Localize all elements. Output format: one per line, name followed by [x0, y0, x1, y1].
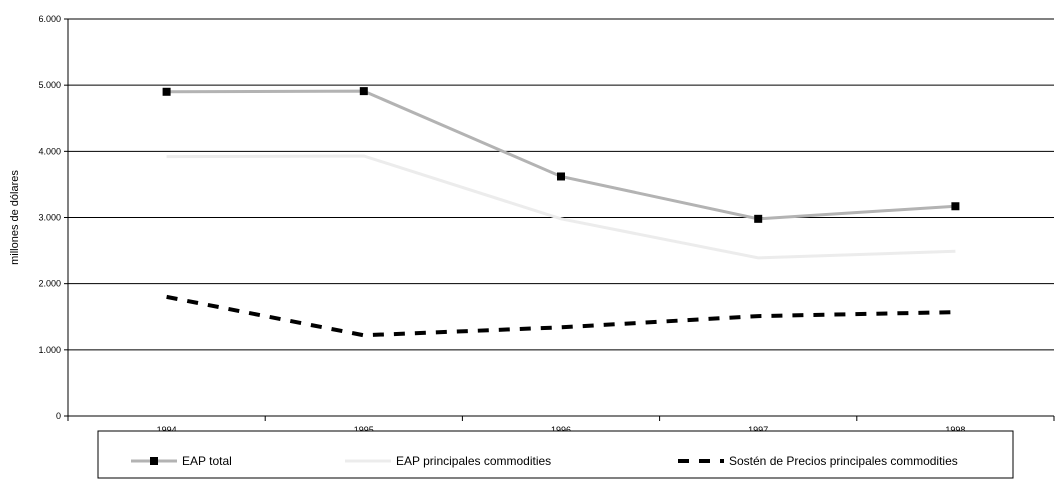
- x-tick-label: 1995: [354, 425, 374, 435]
- x-axis-ticks: 1994 1995 1996 1997 1998: [67, 416, 1055, 435]
- x-tick-label: 1996: [551, 425, 571, 435]
- data-point-marker: [162, 87, 171, 96]
- series-line-2: [166, 154, 956, 260]
- y-axis-ticks: 0 1.000 2.000 3.000 4.000 5.000 6.000: [38, 14, 68, 421]
- y-tick-label: 6.000: [38, 14, 61, 24]
- y-tick-label: 2.000: [38, 279, 61, 289]
- data-point-marker: [557, 172, 565, 181]
- data-point-marker: [359, 87, 368, 96]
- legend-label-3: Sostén de Precios principales commoditie…: [729, 454, 958, 468]
- series-group: [162, 87, 960, 338]
- x-tick-label: 1998: [945, 425, 965, 435]
- y-tick-label: 5.000: [38, 80, 61, 90]
- data-point-marker: [754, 214, 763, 223]
- x-tick-label: 1997: [748, 425, 768, 435]
- y-tick-label: 0: [56, 411, 61, 421]
- y-tick-label: 4.000: [38, 146, 61, 156]
- data-point-marker: [951, 202, 960, 211]
- y-tick-label: 1.000: [38, 345, 61, 355]
- y-axis-label: millones de dólares: [9, 170, 21, 265]
- legend-marker: [150, 457, 158, 465]
- gridlines: [68, 18, 1054, 417]
- legend-label-2: EAP principales commodities: [396, 454, 551, 468]
- series-line-3: [166, 294, 956, 338]
- legend-box: [97, 430, 1014, 479]
- x-tick-label: 1994: [157, 425, 177, 435]
- y-tick-label: 3.000: [38, 213, 61, 223]
- legend: EAP total EAP principales commodities Sost…: [97, 430, 1014, 479]
- legend-label-1: EAP total: [182, 454, 232, 468]
